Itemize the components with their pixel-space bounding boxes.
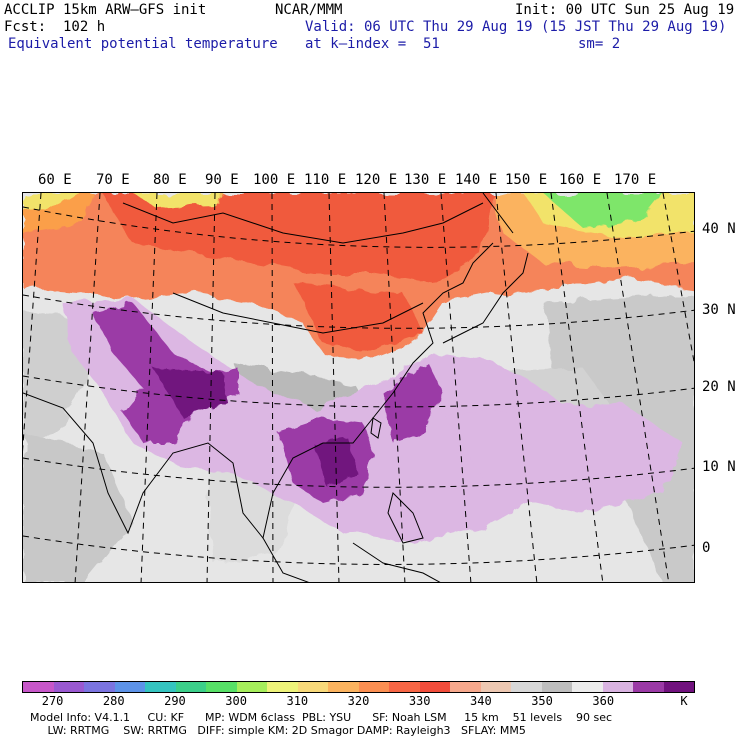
purple-region [93, 303, 443, 503]
colorbar-segment [145, 682, 176, 692]
colorbar [22, 681, 695, 693]
colorbar-segment [389, 682, 420, 692]
lon-label: 130 E [404, 172, 447, 188]
colorbar-segment [114, 682, 145, 692]
lon-label: 70 E [96, 172, 130, 188]
colorbar-segment [602, 682, 633, 692]
colorbar-segment [206, 682, 237, 692]
colorbar-segment [175, 682, 206, 692]
level-label: at k–index = 51 [305, 36, 440, 52]
colorbar-segment [328, 682, 359, 692]
model-title: ACCLIP 15km ARW–GFS init [4, 2, 207, 18]
colorbar-segment [511, 682, 542, 692]
colorbar-tick-label: 350 [531, 694, 553, 708]
colorbar-segment [572, 682, 603, 692]
colorbar-segment [663, 682, 694, 692]
lon-label: 100 E [253, 172, 296, 188]
valid-time: Valid: 06 UTC Thu 29 Aug 19 (15 JST Thu … [305, 19, 727, 35]
colorbar-segment [358, 682, 389, 692]
colorbar-tick-label: 290 [164, 694, 186, 708]
lon-label: 140 E [455, 172, 498, 188]
colorbar-tick-label: 270 [41, 694, 64, 708]
colorbar-segment [236, 682, 267, 692]
colorbar-segment [84, 682, 115, 692]
lon-label: 150 E [505, 172, 548, 188]
colorbar-tick-label: 340 [470, 694, 492, 708]
lat-label: 10 N [702, 459, 736, 475]
lat-label: 30 N [702, 302, 736, 318]
physics-info-line: LW: RRTMG SW: RRTMG DIFF: simple KM: 2D … [30, 724, 526, 737]
organization-label: NCAR/MMM [275, 2, 343, 18]
lon-label: 60 E [38, 172, 72, 188]
colorbar-segment [541, 682, 572, 692]
warm-region [23, 193, 694, 363]
lon-label: 160 E [559, 172, 602, 188]
colorbar-segment [53, 682, 84, 692]
longitude-lines [23, 193, 694, 582]
colorbar-tick-label: 360 [592, 694, 615, 708]
lon-label: 170 E [614, 172, 657, 188]
colorbar-unit: K [680, 694, 688, 708]
colorbar-segment [297, 682, 328, 692]
lon-label: 110 E [304, 172, 347, 188]
lat-label: 20 N [702, 379, 736, 395]
lon-label: 90 E [205, 172, 239, 188]
map-canvas [23, 193, 694, 582]
colorbar-tick-label: 280 [102, 694, 125, 708]
coastlines [23, 193, 529, 582]
colorbar-tick-label: 300 [225, 694, 247, 708]
colorbar-tick-label: 320 [347, 694, 370, 708]
colorbar-segment [23, 682, 54, 692]
colorbar-segment [450, 682, 481, 692]
colorbar-tick-label: 330 [408, 694, 431, 708]
colorbar-segment [480, 682, 511, 692]
lon-label: 120 E [355, 172, 398, 188]
smoothing-label: sm= 2 [578, 36, 621, 52]
lon-label: 80 E [153, 172, 187, 188]
colorbar-segment [633, 682, 664, 692]
forecast-hour: Fcst: 102 h [4, 19, 106, 35]
model-info-line: Model Info: V4.1.1 CU: KF MP: WDM 6class… [30, 711, 613, 724]
colorbar-segment [267, 682, 298, 692]
field-name: Equivalent potential temperature [8, 36, 278, 52]
init-time: Init: 00 UTC Sun 25 Aug 19 [515, 2, 735, 18]
lat-label: 40 N [702, 221, 736, 237]
equivalent-potential-temperature-map [22, 192, 695, 583]
lat-label: 0 [702, 540, 711, 556]
colorbar-segment [419, 682, 450, 692]
colorbar-tick-label: 310 [286, 694, 309, 708]
